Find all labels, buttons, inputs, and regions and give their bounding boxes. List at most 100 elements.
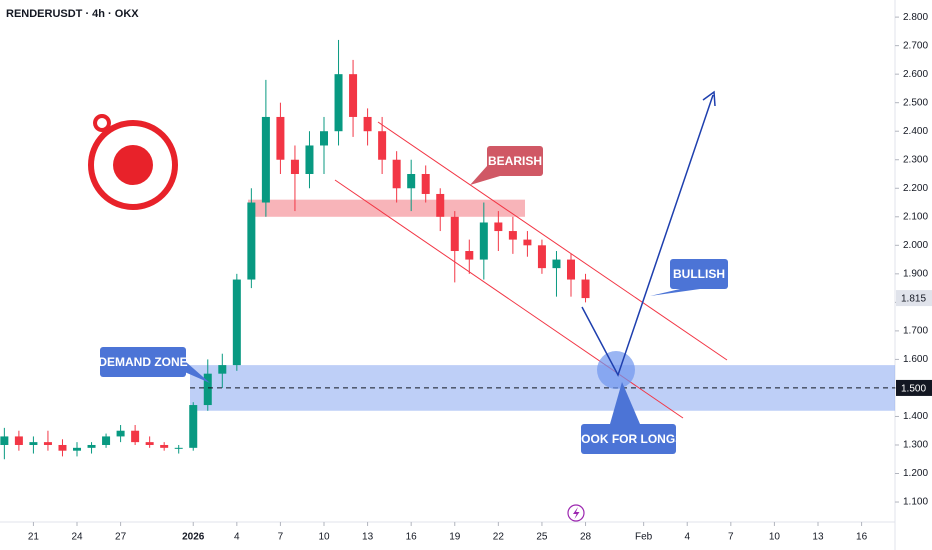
candle — [392, 151, 401, 203]
candle — [203, 359, 212, 411]
x-tick-label: 13 — [812, 532, 824, 543]
demand-box — [100, 347, 186, 377]
candle — [465, 239, 474, 274]
candle-body — [508, 231, 517, 240]
candle — [73, 442, 82, 457]
candle-body — [392, 159, 401, 189]
y-tick-label: 2.300 — [903, 154, 928, 165]
candle-body — [87, 444, 96, 448]
candle-body — [14, 436, 23, 445]
candle — [581, 273, 590, 303]
x-tick-label: 21 — [28, 532, 40, 543]
last-price-label-bg — [896, 290, 932, 307]
bullish-box — [670, 259, 728, 289]
candle-body — [363, 116, 372, 132]
candle-body — [160, 444, 169, 448]
candle-body — [436, 193, 445, 217]
candle — [58, 439, 67, 457]
candle-body — [276, 116, 285, 160]
x-tick-label: 13 — [362, 532, 374, 543]
candle-body — [552, 259, 561, 269]
x-tick-label: 2026 — [182, 532, 205, 543]
candle-body — [29, 442, 38, 445]
candle-body — [189, 405, 198, 448]
candle-body — [407, 174, 416, 189]
longs-label: LOOK FOR LONGS — [574, 432, 683, 446]
candle-body — [566, 259, 575, 280]
y-tick-label: 2.100 — [903, 211, 928, 222]
candle — [523, 231, 532, 257]
logo-knob — [93, 114, 111, 132]
x-tick-label: 19 — [449, 532, 461, 543]
candle-body — [247, 202, 256, 280]
candle-body — [523, 239, 532, 246]
candle — [378, 116, 387, 174]
y-tick-label: 2.200 — [903, 183, 928, 194]
y-tick-label: 1.600 — [903, 354, 928, 365]
candle-body — [290, 159, 299, 174]
x-tick-label: 7 — [278, 532, 284, 543]
candle-body — [320, 131, 329, 146]
candle — [436, 188, 445, 232]
y-tick-label: 1.200 — [903, 468, 928, 479]
y-tick-label: 2.600 — [903, 69, 928, 80]
candle — [363, 108, 372, 146]
candle-body — [116, 430, 125, 437]
channel-upper — [377, 121, 728, 361]
candle — [552, 251, 561, 297]
candle-body — [450, 216, 459, 252]
candle — [87, 442, 96, 454]
y-tick-label: 1.400 — [903, 411, 928, 422]
candle-body — [131, 430, 140, 443]
x-tick-label: 4 — [234, 532, 240, 543]
candle — [450, 211, 459, 283]
candle — [189, 402, 198, 451]
candle-body — [349, 74, 358, 117]
longs-box — [581, 424, 676, 454]
logo-dot — [113, 145, 153, 185]
x-tick-label: 25 — [536, 532, 548, 543]
candle — [131, 425, 140, 445]
y-tick-label: 1.300 — [903, 440, 928, 451]
candle-body — [421, 174, 430, 194]
candle-body — [305, 145, 314, 174]
level-label-bg — [896, 379, 932, 396]
x-tick-label: 28 — [580, 532, 592, 543]
candle-body — [465, 251, 474, 260]
candle-body — [378, 131, 387, 160]
x-tick-label: 22 — [493, 532, 505, 543]
x-tick-label: 16 — [856, 532, 868, 543]
x-tick-label: Feb — [635, 532, 653, 543]
x-tick-label: 16 — [406, 532, 418, 543]
candle — [276, 102, 285, 174]
candle — [537, 239, 546, 274]
supply-zone — [248, 199, 525, 217]
y-tick-label: 2.800 — [903, 12, 928, 23]
demand-tail — [180, 362, 210, 383]
candle — [247, 188, 256, 289]
candle — [334, 39, 343, 146]
candle-body — [58, 444, 67, 451]
candle-body — [479, 222, 488, 260]
candle — [232, 273, 241, 371]
y-tick-label: 2.500 — [903, 97, 928, 108]
candle — [174, 444, 183, 454]
candle — [566, 253, 575, 297]
candle — [218, 353, 227, 388]
candle-body — [334, 74, 343, 132]
chart-title: RENDERUSDT · 4h · OKX — [6, 8, 139, 20]
candle-body — [0, 436, 9, 445]
level-label: 1.500 — [901, 384, 926, 395]
longs-tail — [610, 382, 640, 424]
y-tick-label: 1.900 — [903, 268, 928, 279]
candle — [494, 211, 503, 252]
bearish-box — [487, 146, 543, 176]
y-tick-label: 2.400 — [903, 126, 928, 137]
candle — [160, 442, 169, 451]
candle-body — [232, 279, 241, 366]
bullish-tail — [650, 289, 700, 296]
x-tick-label: 7 — [728, 532, 734, 543]
y-tick-label: 2.700 — [903, 40, 928, 51]
candle — [29, 436, 38, 454]
